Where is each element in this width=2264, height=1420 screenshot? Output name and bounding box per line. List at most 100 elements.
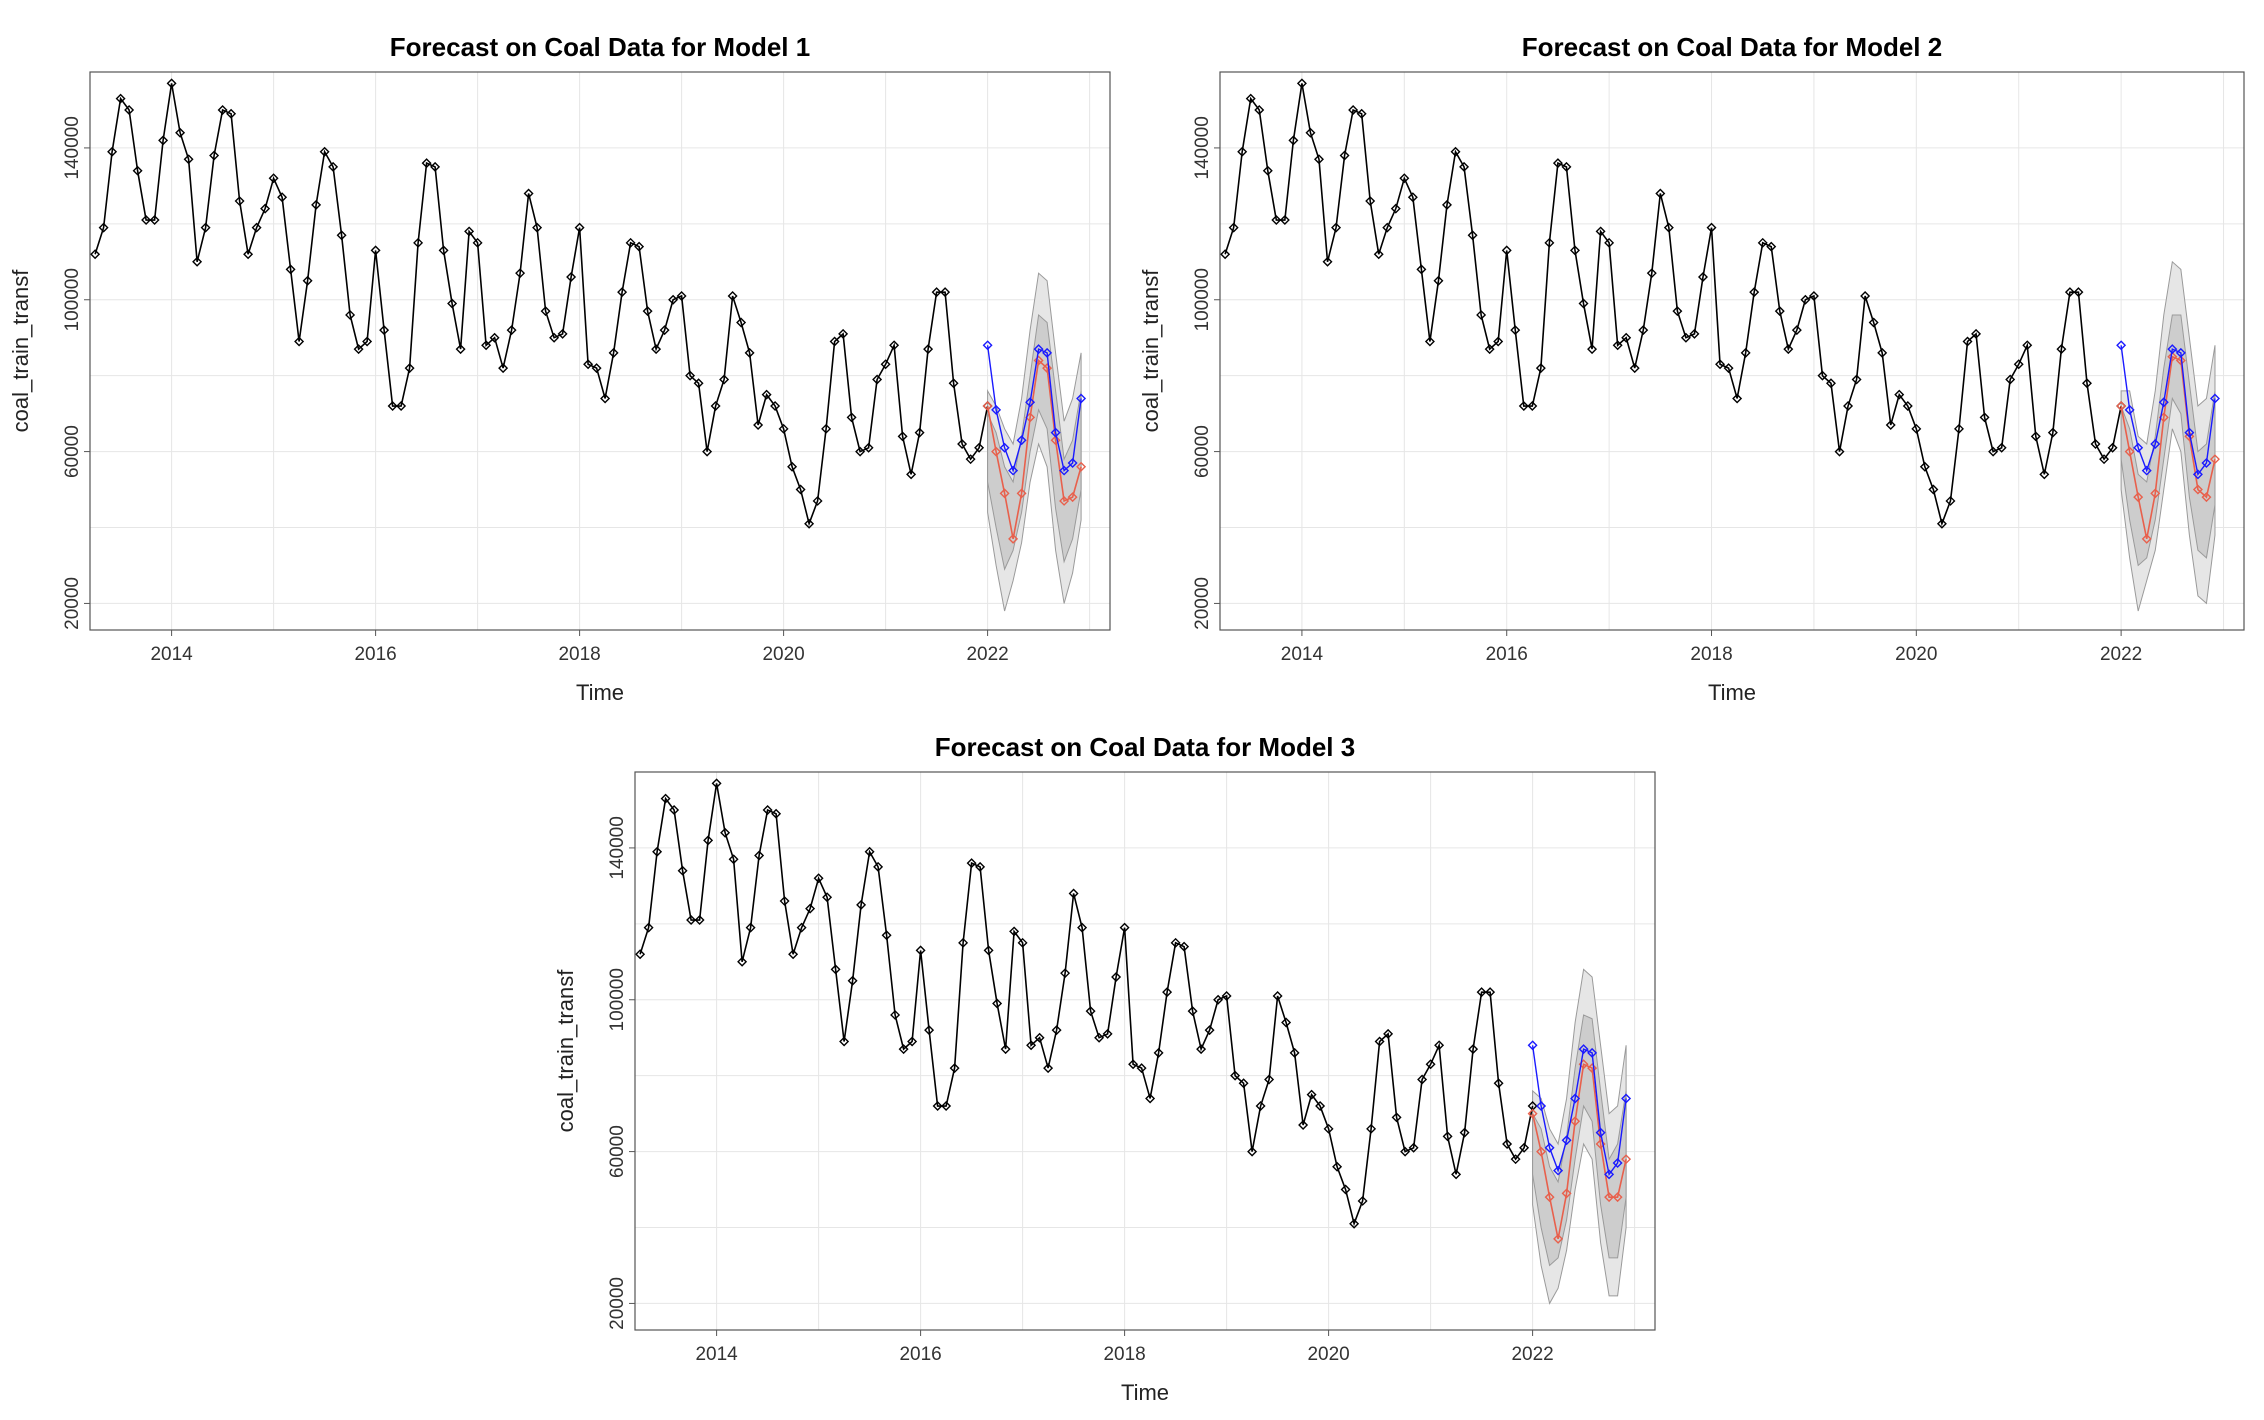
x-tick-label: 2020 [1895, 644, 1937, 665]
observed-series-point [737, 956, 748, 967]
forecast-red-series-line [1531, 1063, 1627, 1240]
observed-series-point [1262, 165, 1273, 176]
observed-series-point [830, 964, 841, 975]
observed-series-point [863, 442, 874, 453]
forecast-red-series-point [1621, 1154, 1632, 1165]
observed-series-point [166, 78, 177, 89]
forecast-blue-series-point [1008, 465, 1019, 476]
observed-series-point [965, 454, 976, 465]
forecast-blue-series-point [991, 404, 1002, 415]
observed-series-point [1629, 363, 1640, 374]
forecast-red-series-point [1570, 1116, 1581, 1127]
y-tick-label: 60000 [1192, 425, 1213, 478]
observed-series-point [1715, 359, 1726, 370]
observed-series-point [635, 949, 646, 960]
observed-series-point [285, 264, 296, 275]
observed-series-point [1817, 370, 1828, 381]
observed-series-point [243, 249, 254, 260]
observed-series-point [1296, 78, 1307, 89]
observed-series-point [1860, 290, 1871, 301]
observed-series-point [906, 469, 917, 480]
forecast-red-series-point [982, 401, 993, 412]
observed-series-point [1366, 1123, 1377, 1134]
x-tick-label: 2020 [1307, 1344, 1349, 1365]
plot-frame [89, 71, 1111, 631]
observed-series-point [788, 949, 799, 960]
observed-series-point [370, 245, 381, 256]
y-axis-label: coal_train_transf [8, 269, 33, 433]
observed-series-point [924, 1025, 935, 1036]
observed-series-point [804, 518, 815, 529]
x-tick-label: 2022 [2100, 644, 2142, 665]
observed-series-point [268, 173, 279, 184]
observed-series-point [98, 222, 109, 233]
observed-series-point [1484, 344, 1495, 355]
observed-series-point [1119, 922, 1130, 933]
observed-series-point [847, 975, 858, 986]
observed-series-point [1988, 446, 1999, 457]
x-tick-label: 2016 [1486, 644, 1528, 665]
forecast-blue-series-point [1604, 1169, 1615, 1180]
chart-panel-model-3: Forecast on Coal Data for Model 3 2014 201… [545, 700, 1675, 1420]
forecast-blue-series-line [986, 345, 1082, 473]
observed-series-point [2099, 454, 2110, 465]
observed-series-point [132, 165, 143, 176]
observed-series-point [1587, 344, 1598, 355]
observed-series-point [1433, 275, 1444, 286]
observed-series-point [1493, 336, 1504, 347]
observed-series-point [1305, 127, 1316, 138]
y-tick-label: 140000 [607, 816, 628, 879]
observed-series-point [481, 340, 492, 351]
observed-series-point [778, 423, 789, 434]
observed-series-point [634, 241, 645, 252]
observed-series-point [294, 336, 305, 347]
forecast-blue-series-point [1544, 1142, 1555, 1153]
observed-series-point [591, 363, 602, 374]
forecast-red-series-point [2210, 454, 2220, 465]
observed-series-point [2047, 427, 2058, 438]
observed-series-point [676, 290, 687, 301]
forecast-red-series-point [1527, 1108, 1538, 1119]
observed-series-point [1894, 389, 1905, 400]
observed-series-point [1535, 363, 1546, 374]
observed-series-point [379, 325, 390, 336]
x-axis-label: Time [576, 680, 624, 705]
observed-series-point [1306, 1089, 1317, 1100]
observed-series-point [192, 256, 203, 267]
observed-series-point [1996, 442, 2007, 453]
observed-series-point [1281, 1017, 1292, 1028]
observed-series-point [1493, 1078, 1504, 1089]
observed-series-point [1825, 378, 1836, 389]
observed-series-point [226, 108, 237, 119]
observed-series-point [1672, 306, 1683, 317]
forecast-red-series-point [2175, 355, 2186, 366]
forecast-blue-series-point [1527, 1040, 1538, 1051]
observed-series-point [805, 903, 816, 914]
observed-series-point [846, 412, 857, 423]
observed-series-point [940, 287, 951, 298]
observed-series-point [1945, 495, 1956, 506]
observed-series-point [1732, 393, 1743, 404]
observed-series-point [2090, 439, 2101, 449]
y-tick-label: 100000 [1192, 268, 1213, 331]
observed-series-point [1877, 347, 1888, 358]
observed-series-point [209, 150, 220, 161]
observed-series-point [1279, 215, 1290, 226]
observed-series-point [1791, 325, 1802, 336]
observed-series-point [260, 203, 271, 214]
observed-series-point [532, 222, 543, 233]
y-axis-label: coal_train_transf [1138, 269, 1163, 433]
observed-series-point [1604, 237, 1615, 248]
forecast-red-series-point [1536, 1146, 1547, 1157]
observed-series-point [183, 154, 194, 165]
observed-series-point [90, 249, 101, 260]
y-tick-label: 60000 [62, 425, 83, 478]
forecast-red-series-point [2150, 488, 2161, 499]
observed-series-point [455, 344, 466, 355]
observed-series-point [1128, 1059, 1139, 1070]
observed-series-point [872, 374, 883, 385]
observed-series-point [1400, 1146, 1411, 1157]
observed-series-point [336, 230, 347, 241]
observed-series-point [1434, 1040, 1445, 1051]
observed-series-point [1476, 309, 1487, 320]
